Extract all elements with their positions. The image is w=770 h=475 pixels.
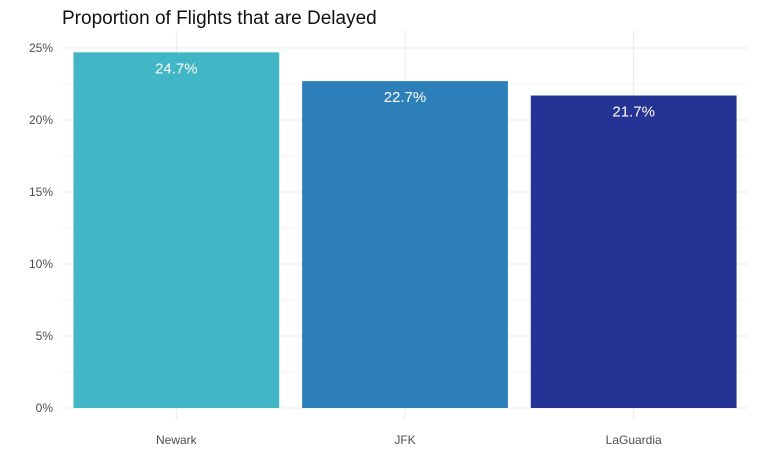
x-tick-label: Newark <box>156 433 198 447</box>
bar-value-label: 24.7% <box>155 60 198 77</box>
bar-value-label: 21.7% <box>612 104 655 121</box>
y-tick-label: 15% <box>29 185 53 199</box>
y-tick-label: 20% <box>29 113 53 127</box>
labels-layer: 0% 5% 10% 15% 20% 25% 24.7% Newark 22.7% JFK 21.7%… <box>29 41 662 447</box>
chart-title: Proportion of Flights that are Delayed <box>62 8 377 29</box>
bar <box>302 81 508 409</box>
y-tick-label: 0% <box>36 401 54 415</box>
x-tick-label: JFK <box>394 433 415 447</box>
bars-layer <box>73 52 737 409</box>
bar <box>530 95 737 409</box>
bar <box>73 52 280 408</box>
y-tick-label: 10% <box>29 257 53 271</box>
y-tick-label: 5% <box>36 329 54 343</box>
x-tick-label: LaGuardia <box>606 433 662 447</box>
y-tick-label: 25% <box>29 41 53 55</box>
bar-value-label: 22.7% <box>384 89 427 106</box>
